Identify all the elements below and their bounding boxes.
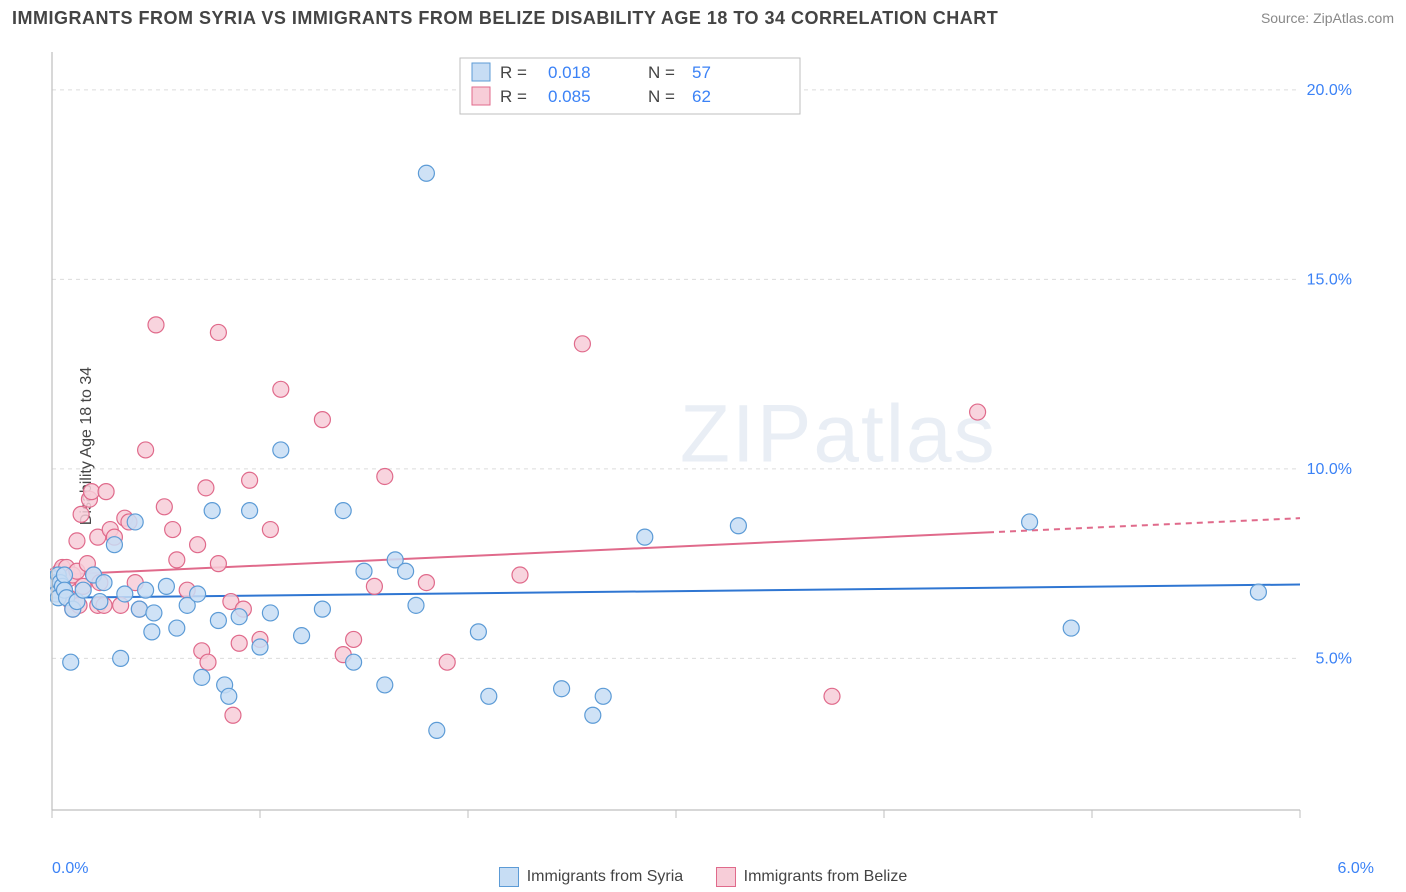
svg-text:5.0%: 5.0%	[1316, 650, 1352, 667]
svg-text:57: 57	[692, 63, 711, 82]
legend-label: Immigrants from Syria	[527, 868, 683, 886]
legend-item-belize: Immigrants from Belize	[716, 867, 908, 887]
legend-item-syria: Immigrants from Syria	[499, 867, 683, 887]
svg-text:R =: R =	[500, 87, 527, 106]
svg-text:0.085: 0.085	[548, 87, 591, 106]
svg-text:10.0%: 10.0%	[1307, 461, 1352, 478]
source-label: Source: ZipAtlas.com	[1261, 10, 1394, 26]
scatter-plot: 5.0% 10.0% 15.0% 20.0% ZIPatlas R = 0.018 N = 57…	[50, 50, 1360, 830]
svg-text:ZIPatlas: ZIPatlas	[680, 388, 997, 479]
svg-text:R =: R =	[500, 63, 527, 82]
legend-swatch-icon	[716, 867, 736, 887]
svg-text:N =: N =	[648, 63, 675, 82]
chart-title: IMMIGRANTS FROM SYRIA VS IMMIGRANTS FROM…	[12, 8, 998, 28]
svg-text:15.0%: 15.0%	[1307, 271, 1352, 288]
legend-swatch-icon	[499, 867, 519, 887]
bottom-legend: Immigrants from Syria Immigrants from Be…	[0, 867, 1406, 892]
svg-text:0.018: 0.018	[548, 63, 591, 82]
legend-label: Immigrants from Belize	[744, 868, 908, 886]
svg-text:20.0%: 20.0%	[1307, 82, 1352, 99]
svg-text:N =: N =	[648, 87, 675, 106]
svg-text:62: 62	[692, 87, 711, 106]
